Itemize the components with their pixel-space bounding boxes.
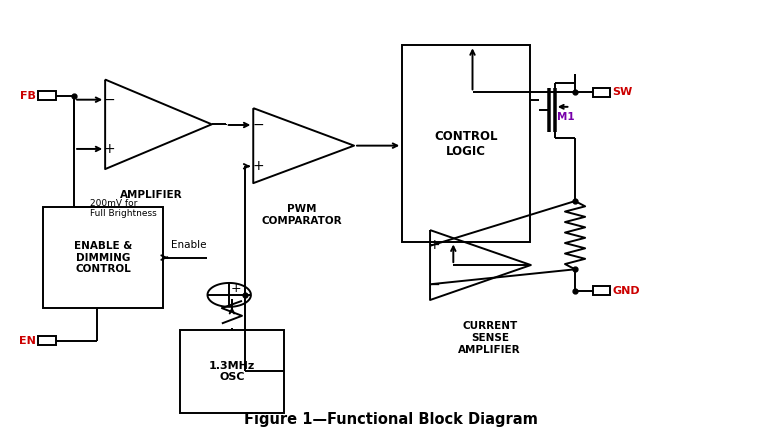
Bar — [38, 336, 55, 345]
Text: +: + — [230, 283, 241, 295]
Bar — [38, 91, 55, 100]
Text: AMPLIFIER: AMPLIFIER — [120, 191, 183, 200]
Text: −: − — [104, 93, 116, 107]
Text: Enable: Enable — [171, 240, 206, 250]
Text: +: + — [429, 238, 440, 252]
Bar — [593, 88, 610, 97]
Text: CURRENT
SENSE
AMPLIFIER: CURRENT SENSE AMPLIFIER — [458, 321, 521, 355]
Text: +: + — [104, 142, 116, 156]
Text: 200mV for
Full Brightness: 200mV for Full Brightness — [90, 199, 156, 218]
Text: SW: SW — [612, 87, 633, 97]
Text: CONTROL
LOGIC: CONTROL LOGIC — [434, 130, 497, 158]
Text: −: − — [252, 118, 264, 132]
Text: ENABLE &
DIMMING
CONTROL: ENABLE & DIMMING CONTROL — [74, 241, 132, 274]
Text: EN: EN — [20, 336, 36, 346]
Text: GND: GND — [612, 286, 640, 295]
Text: −: − — [429, 278, 440, 292]
Text: Figure 1—Functional Block Diagram: Figure 1—Functional Block Diagram — [244, 412, 537, 427]
Bar — [180, 330, 284, 413]
Text: 1.3MHz
OSC: 1.3MHz OSC — [209, 361, 255, 382]
Text: PWM
COMPARATOR: PWM COMPARATOR — [261, 204, 341, 226]
Bar — [43, 207, 163, 308]
Text: FB: FB — [20, 91, 36, 101]
Text: M1: M1 — [557, 112, 575, 122]
Bar — [402, 45, 530, 241]
Bar — [593, 286, 610, 295]
Text: +: + — [252, 159, 264, 173]
